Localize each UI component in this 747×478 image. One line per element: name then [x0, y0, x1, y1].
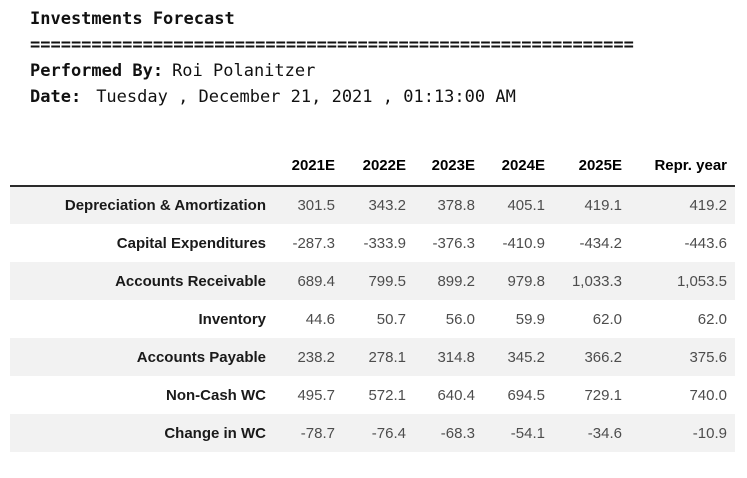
cell-value: 689.4: [297, 272, 335, 290]
row-label: Accounts Receivable: [115, 272, 266, 290]
cell-value: -34.6: [587, 424, 622, 442]
row-label: Non-Cash WC: [166, 386, 266, 404]
cell-value: 278.1: [368, 348, 406, 366]
cell-value: 44.6: [305, 310, 335, 328]
table-row: Change in WC -78.7 -76.4 -68.3 -54.1 -34.6 -10…: [10, 414, 735, 452]
cell-value: -376.3: [432, 234, 475, 252]
table-row: Non-Cash WC 495.7 572.1 640.4 694.5 729.1 740.…: [10, 376, 735, 414]
cell-value: -443.6: [684, 234, 727, 252]
column-header-2022e: 2022E: [335, 146, 406, 187]
cell-value: 899.2: [437, 272, 475, 290]
performed-by-label: Performed By:: [30, 61, 164, 81]
cell-value: 62.0: [592, 310, 622, 328]
column-header-2024e: 2024E: [475, 146, 545, 187]
column-header-2025e: 2025E: [545, 146, 622, 187]
date-label: Date:: [30, 87, 82, 107]
cell-value: 979.8: [507, 272, 545, 290]
table-body: Depreciation & Amortization 301.5 343.2 378…: [10, 186, 735, 452]
column-header-repr-year: Repr. year: [622, 146, 735, 187]
table-row: Inventory 44.6 50.7 56.0 59.9 62.0 62.0: [10, 300, 735, 338]
report-title: Investments Forecast: [30, 9, 235, 29]
cell-value: 1,053.5: [676, 272, 727, 290]
corner-cell: [10, 146, 266, 187]
cell-value: -410.9: [502, 234, 545, 252]
cell-value: 799.5: [368, 272, 406, 290]
cell-value: 495.7: [297, 386, 335, 404]
separator-line: ========================================…: [30, 35, 634, 55]
cell-value: -287.3: [292, 234, 335, 252]
cell-value: 405.1: [507, 197, 545, 214]
cell-value: 729.1: [584, 386, 622, 404]
cell-value: 419.1: [584, 197, 622, 214]
row-label: Accounts Payable: [136, 348, 266, 366]
cell-value: -434.2: [579, 234, 622, 252]
cell-value: 238.2: [297, 348, 335, 366]
cell-value: 343.2: [368, 197, 406, 214]
cell-value: -10.9: [692, 424, 727, 442]
cell-value: 640.4: [437, 386, 475, 404]
table-row: Capital Expenditures -287.3 -333.9 -376.3 -4…: [10, 224, 735, 262]
performed-by-line: Performed By: Roi Polanitzer: [30, 58, 747, 84]
row-label: Change in WC: [164, 424, 266, 442]
cell-value: 419.2: [689, 197, 727, 214]
cell-value: -54.1: [510, 424, 545, 442]
cell-value: -333.9: [363, 234, 406, 252]
cell-value: -78.7: [300, 424, 335, 442]
cell-value: 572.1: [368, 386, 406, 404]
column-header-2021e: 2021E: [266, 146, 335, 187]
column-header-2023e: 2023E: [406, 146, 475, 187]
row-label: Capital Expenditures: [116, 234, 266, 252]
cell-value: 50.7: [376, 310, 406, 328]
date-line: Date: Tuesday , December 21, 2021 , 01:13…: [30, 84, 747, 110]
cell-value: -68.3: [440, 424, 475, 442]
cell-value: 59.9: [515, 310, 545, 328]
cell-value: 366.2: [584, 348, 622, 366]
investments-forecast-report: Investments Forecast ===================…: [0, 6, 747, 452]
cell-value: 301.5: [297, 197, 335, 214]
cell-value: 694.5: [507, 386, 545, 404]
row-label: Depreciation & Amortization: [64, 197, 266, 214]
row-label: Inventory: [198, 310, 266, 328]
cell-value: 62.0: [697, 310, 727, 328]
report-header: Investments Forecast ===================…: [30, 6, 747, 110]
cell-value: 1,033.3: [571, 272, 622, 290]
table-header-row: 2021E 2022E 2023E 2024E 2025E Repr. year: [10, 146, 735, 187]
cell-value: 740.0: [689, 386, 727, 404]
cell-value: 345.2: [507, 348, 545, 366]
cell-value: 314.8: [437, 348, 475, 366]
performed-by-value: Roi Polanitzer: [172, 61, 316, 81]
cell-value: 56.0: [445, 310, 475, 328]
cell-value: 375.6: [689, 348, 727, 366]
table-row: Accounts Receivable 689.4 799.5 899.2 979.8 1…: [10, 262, 735, 300]
date-value: Tuesday , December 21, 2021 , 01:13:00 A…: [96, 87, 516, 107]
cell-value: 378.8: [437, 197, 475, 214]
cell-value: -76.4: [371, 424, 406, 442]
forecast-table: 2021E 2022E 2023E 2024E 2025E Repr. year Depr…: [10, 146, 735, 452]
table-row: Accounts Payable 238.2 278.1 314.8 345.2 366.…: [10, 338, 735, 376]
table-row: Depreciation & Amortization 301.5 343.2 378…: [10, 186, 735, 224]
